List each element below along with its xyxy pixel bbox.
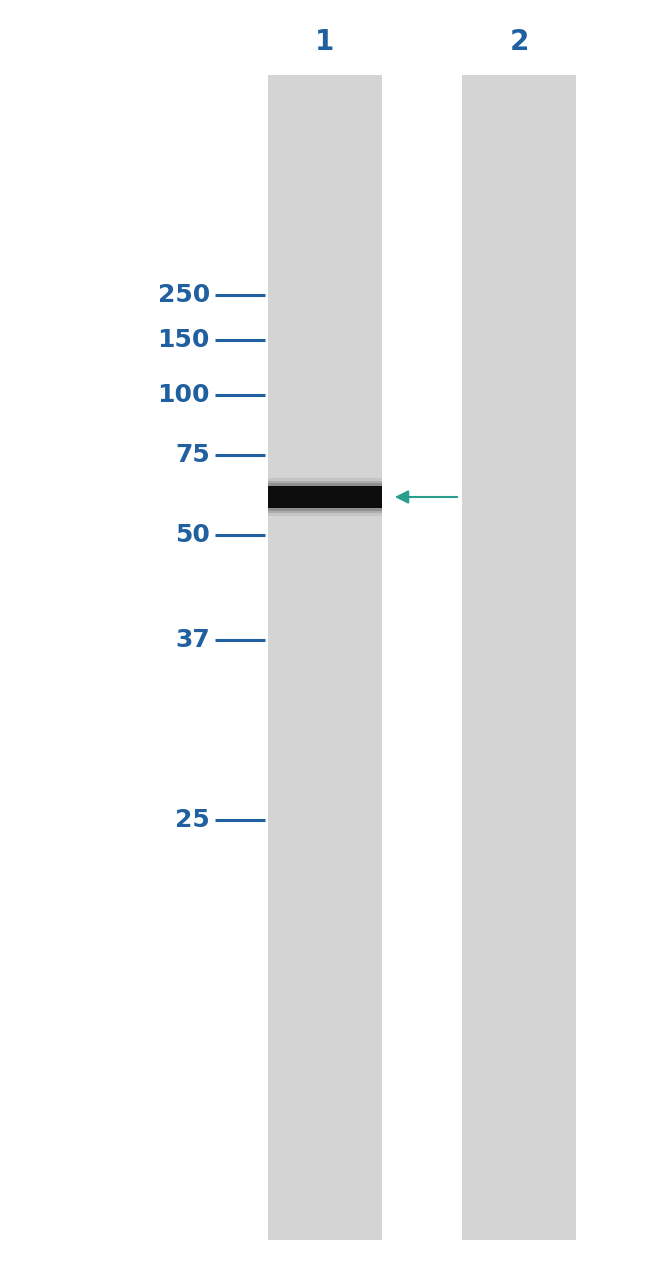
Text: 2: 2 xyxy=(510,28,528,56)
Text: 50: 50 xyxy=(175,523,210,547)
Bar xyxy=(268,483,382,511)
Bar xyxy=(268,75,382,1240)
Text: 100: 100 xyxy=(157,384,210,406)
Text: 37: 37 xyxy=(176,627,210,652)
Text: 1: 1 xyxy=(315,28,335,56)
Text: 25: 25 xyxy=(176,808,210,832)
Text: 150: 150 xyxy=(157,328,210,352)
Text: 250: 250 xyxy=(158,283,210,307)
Bar xyxy=(268,486,382,508)
Bar xyxy=(462,75,576,1240)
Text: 75: 75 xyxy=(176,443,210,467)
Bar xyxy=(268,481,382,513)
Bar xyxy=(268,478,382,516)
